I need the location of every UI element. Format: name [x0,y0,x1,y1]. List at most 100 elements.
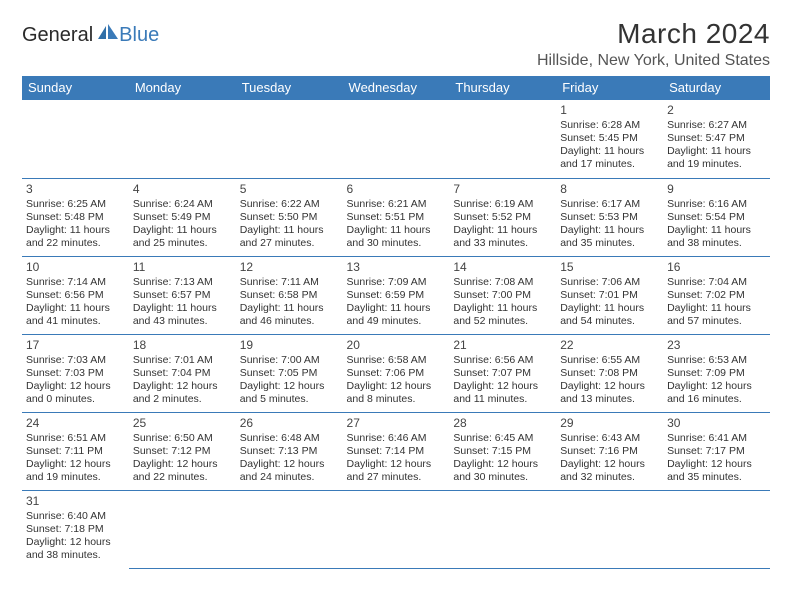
calendar-cell [129,100,236,178]
day-number: 21 [453,338,552,353]
cell-sunrise: Sunrise: 7:03 AM [26,354,125,367]
day-number: 14 [453,260,552,275]
day-number: 30 [667,416,766,431]
day-number: 27 [347,416,446,431]
cell-sunrise: Sunrise: 6:58 AM [347,354,446,367]
cell-sunset: Sunset: 5:47 PM [667,132,766,145]
day-number: 23 [667,338,766,353]
calendar-cell [343,490,450,568]
day-number: 2 [667,103,766,118]
day-number: 12 [240,260,339,275]
day-number: 20 [347,338,446,353]
cell-sunrise: Sunrise: 6:46 AM [347,432,446,445]
cell-sunset: Sunset: 7:04 PM [133,367,232,380]
cell-day1: Daylight: 12 hours [347,380,446,393]
cell-day1: Daylight: 12 hours [133,380,232,393]
cell-day2: and 38 minutes. [26,549,125,562]
cell-sunset: Sunset: 7:05 PM [240,367,339,380]
calendar-cell: 21Sunrise: 6:56 AMSunset: 7:07 PMDayligh… [449,334,556,412]
cell-day1: Daylight: 12 hours [240,380,339,393]
cell-day2: and 41 minutes. [26,315,125,328]
day-number: 16 [667,260,766,275]
cell-sunrise: Sunrise: 7:06 AM [560,276,659,289]
cell-sunset: Sunset: 7:18 PM [26,523,125,536]
cell-sunset: Sunset: 7:15 PM [453,445,552,458]
day-number: 29 [560,416,659,431]
cell-sunrise: Sunrise: 6:45 AM [453,432,552,445]
calendar-cell [129,490,236,568]
cell-sunrise: Sunrise: 6:28 AM [560,119,659,132]
weekday-header: Tuesday [236,76,343,100]
cell-sunrise: Sunrise: 6:53 AM [667,354,766,367]
cell-day2: and 13 minutes. [560,393,659,406]
cell-day2: and 16 minutes. [667,393,766,406]
cell-day2: and 25 minutes. [133,237,232,250]
weekday-header: Thursday [449,76,556,100]
cell-day2: and 17 minutes. [560,158,659,171]
cell-sunset: Sunset: 5:53 PM [560,211,659,224]
cell-day1: Daylight: 12 hours [667,380,766,393]
cell-sunrise: Sunrise: 6:19 AM [453,198,552,211]
day-number: 18 [133,338,232,353]
cell-sunset: Sunset: 7:07 PM [453,367,552,380]
logo-text-general: General [22,24,93,47]
cell-day1: Daylight: 11 hours [667,302,766,315]
cell-sunrise: Sunrise: 6:48 AM [240,432,339,445]
month-title: March 2024 [537,18,770,50]
calendar-cell: 10Sunrise: 7:14 AMSunset: 6:56 PMDayligh… [22,256,129,334]
calendar-cell: 1Sunrise: 6:28 AMSunset: 5:45 PMDaylight… [556,100,663,178]
day-number: 31 [26,494,125,509]
cell-sunset: Sunset: 7:02 PM [667,289,766,302]
cell-day2: and 33 minutes. [453,237,552,250]
day-number: 24 [26,416,125,431]
calendar-row: 10Sunrise: 7:14 AMSunset: 6:56 PMDayligh… [22,256,770,334]
cell-sunset: Sunset: 7:03 PM [26,367,125,380]
cell-day1: Daylight: 11 hours [347,302,446,315]
calendar-cell: 25Sunrise: 6:50 AMSunset: 7:12 PMDayligh… [129,412,236,490]
calendar-row: 24Sunrise: 6:51 AMSunset: 7:11 PMDayligh… [22,412,770,490]
calendar-cell: 3Sunrise: 6:25 AMSunset: 5:48 PMDaylight… [22,178,129,256]
cell-sunrise: Sunrise: 6:51 AM [26,432,125,445]
calendar-cell: 24Sunrise: 6:51 AMSunset: 7:11 PMDayligh… [22,412,129,490]
cell-day2: and 24 minutes. [240,471,339,484]
cell-sunset: Sunset: 6:57 PM [133,289,232,302]
weekday-header: Friday [556,76,663,100]
cell-day1: Daylight: 11 hours [560,224,659,237]
cell-day2: and 35 minutes. [560,237,659,250]
cell-day1: Daylight: 11 hours [453,224,552,237]
calendar-cell: 26Sunrise: 6:48 AMSunset: 7:13 PMDayligh… [236,412,343,490]
calendar-cell: 23Sunrise: 6:53 AMSunset: 7:09 PMDayligh… [663,334,770,412]
logo-sail-icon [97,24,119,45]
calendar-cell: 28Sunrise: 6:45 AMSunset: 7:15 PMDayligh… [449,412,556,490]
calendar-page: General Blue March 2024 Hillside, New Yo… [0,0,792,579]
cell-sunrise: Sunrise: 6:25 AM [26,198,125,211]
cell-day2: and 2 minutes. [133,393,232,406]
calendar-body: 1Sunrise: 6:28 AMSunset: 5:45 PM Daylight… [22,100,770,568]
location-subtitle: Hillside, New York, United States [537,52,770,70]
cell-sunrise: Sunrise: 6:55 AM [560,354,659,367]
logo-text-blue: Blue [119,24,159,47]
day-number: 11 [133,260,232,275]
cell-day1: Daylight: 12 hours [133,458,232,471]
calendar-cell: 4Sunrise: 6:24 AMSunset: 5:49 PMDaylight… [129,178,236,256]
cell-sunset: Sunset: 5:45 PM [560,132,659,145]
cell-sunrise: Sunrise: 6:21 AM [347,198,446,211]
cell-sunset: Sunset: 5:51 PM [347,211,446,224]
cell-day2: and 22 minutes. [26,237,125,250]
calendar-cell [343,100,450,178]
calendar-cell [663,490,770,568]
day-number: 1 [560,103,659,118]
day-number: 19 [240,338,339,353]
day-number: 3 [26,182,125,197]
cell-day1: Daylight: 11 hours [453,302,552,315]
cell-day1: Daylight: 11 hours [133,224,232,237]
day-number: 10 [26,260,125,275]
calendar-row: 17Sunrise: 7:03 AMSunset: 7:03 PMDayligh… [22,334,770,412]
cell-day2: and 32 minutes. [560,471,659,484]
cell-day1: Daylight: 12 hours [347,458,446,471]
weekday-header: Monday [129,76,236,100]
day-number: 7 [453,182,552,197]
calendar-cell: 7Sunrise: 6:19 AMSunset: 5:52 PMDaylight… [449,178,556,256]
cell-sunset: Sunset: 7:01 PM [560,289,659,302]
day-number: 9 [667,182,766,197]
